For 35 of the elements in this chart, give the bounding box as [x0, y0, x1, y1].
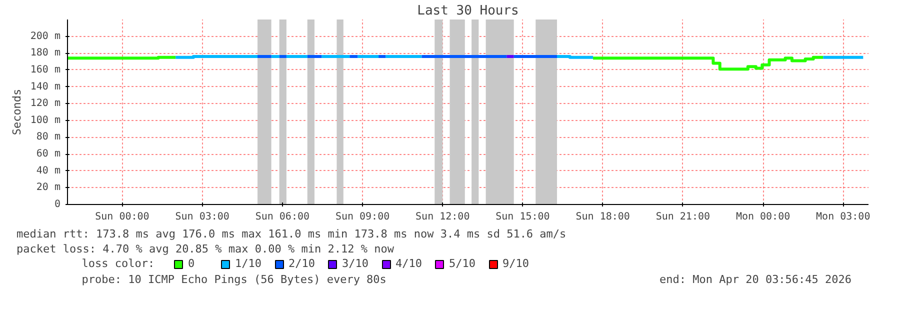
legend-label: 9/10	[502, 257, 529, 270]
y-tick-label: 100 m	[30, 114, 61, 126]
x-tick-label: Sun 18:00	[576, 212, 630, 222]
x-tick-label: Sun 12:00	[416, 212, 470, 222]
text: median rtt: 173.8 ms avg 176.0 ms max 161.0 ms min 173.8 ms now 3.4 ms sd 51.6 am/s	[16, 228, 566, 240]
y-tick-label: 80 m	[36, 132, 61, 143]
legend-label: 2/10	[288, 257, 315, 270]
y-tick-label: 20 m	[36, 182, 61, 194]
y-tick-label: 200 m	[30, 30, 61, 42]
y-tick-label: 160 m	[30, 64, 61, 76]
x-tick-label: Sun 00:00	[95, 212, 150, 222]
y-axis-title: Seconds	[10, 88, 24, 136]
y-tick-label: 60 m	[36, 148, 61, 160]
legend-title: loss color:	[82, 257, 155, 270]
text: probe: 10 ICMP Echo Pings (56 Bytes) every 80s	[82, 273, 386, 286]
x-tick-label: Sun 21:00	[656, 212, 710, 222]
legend-label: 5/10	[449, 257, 476, 270]
y-tick-label: 40 m	[36, 165, 61, 176]
x-tick-label: Mon 00:00	[736, 212, 790, 222]
x-tick-label: Sun 06:00	[255, 212, 310, 222]
text: end: Mon Apr 20 03:56:45 2026	[659, 273, 852, 286]
y-tick-label: 180 m	[30, 48, 61, 59]
y-tick-label: 120 m	[30, 98, 61, 110]
x-tick-label: Sun 09:00	[335, 212, 390, 222]
y-tick-label: 0	[54, 199, 61, 210]
legend-label: 1/10	[235, 257, 262, 270]
x-tick-label: Sun 03:00	[175, 212, 230, 222]
chart-title: Last 30 Hours	[417, 4, 519, 18]
legend-label: 4/10	[396, 257, 422, 270]
text: packet loss: 4.70 % avg 20.85 % max 0.00 % min 2.12 % now	[16, 242, 394, 256]
x-tick-label: Sun 15:00	[496, 212, 550, 222]
y-tick-label: 140 m	[30, 81, 61, 92]
legend-label: 0	[188, 257, 196, 270]
x-tick-label: Mon 03:00	[816, 212, 870, 222]
legend-label: 3/10	[342, 257, 368, 270]
